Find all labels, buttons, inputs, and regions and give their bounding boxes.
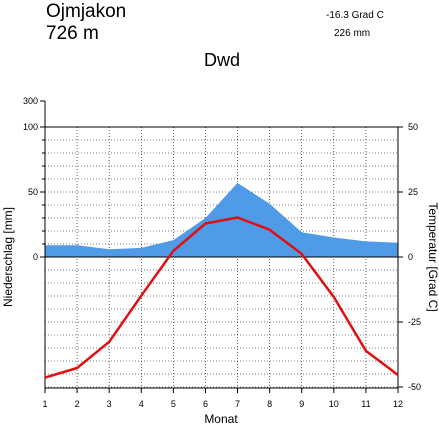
x-tick-label: 10 — [329, 399, 339, 409]
x-tick-label: 12 — [393, 399, 403, 409]
station-elevation: 726 m — [46, 23, 99, 44]
temperature-axis-label: Temperatur [Grad C] — [426, 202, 439, 311]
climate-class: Dwd — [204, 50, 240, 70]
x-tick-label: 3 — [107, 399, 112, 409]
x-axis-ticks: 1 2 3 4 5 6 7 8 9 10 11 12 — [42, 388, 403, 409]
grid-lines — [45, 127, 398, 388]
temperature-tick-label: 0 — [408, 252, 413, 262]
x-tick-label: 4 — [139, 399, 144, 409]
x-tick-label: 1 — [42, 399, 47, 409]
temperature-tick-label: -25 — [408, 317, 421, 327]
annual-mean-temperature: -16.3 Grad C — [326, 10, 384, 21]
temperature-axis-ticks: 50 25 0 -25 -50 — [398, 122, 421, 392]
precipitation-tick-label: 0 — [33, 252, 38, 262]
x-tick-label: 7 — [235, 399, 240, 409]
x-tick-label: 11 — [361, 399, 370, 409]
x-tick-label: 2 — [75, 399, 80, 409]
precipitation-tick-label: 50 — [28, 187, 38, 197]
temperature-tick-label: 50 — [408, 122, 418, 132]
precipitation-tick-label: 100 — [23, 122, 38, 132]
precipitation-axis-label: Niederschlag [mm] — [1, 207, 15, 307]
precipitation-axis-ticks: 0 50 100 300 — [23, 96, 45, 262]
precipitation-tick-label: 300 — [23, 96, 38, 106]
station-name: Ojmjakon — [46, 1, 126, 22]
x-tick-label: 8 — [267, 399, 272, 409]
temperature-tick-label: 25 — [408, 187, 418, 197]
x-tick-label: 9 — [299, 399, 304, 409]
x-axis-label: Monat — [204, 412, 238, 426]
x-tick-label: 6 — [203, 399, 208, 409]
temperature-line — [44, 216, 399, 379]
x-tick-label: 5 — [171, 399, 176, 409]
annual-precipitation: 226 mm — [334, 28, 370, 39]
temperature-tick-label: -50 — [408, 382, 421, 392]
